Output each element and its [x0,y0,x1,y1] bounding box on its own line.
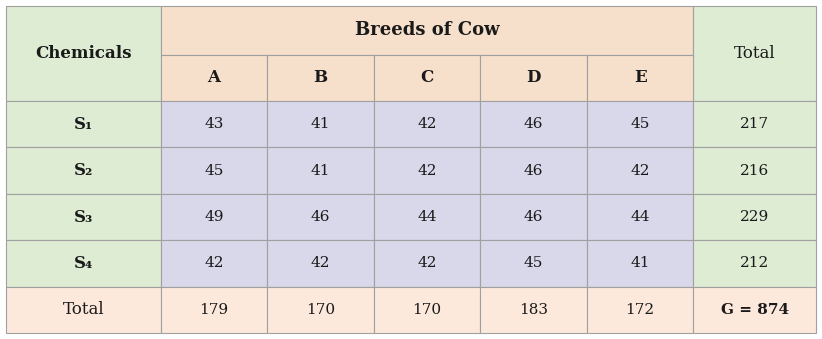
Bar [6,101,160,147]
Text: 45: 45 [630,117,650,131]
Bar [480,55,587,101]
Text: D: D [526,69,541,86]
Text: 212: 212 [740,256,769,271]
Bar [6,240,160,286]
Text: 179: 179 [199,303,229,317]
Bar [374,101,480,147]
Text: 170: 170 [306,303,335,317]
Bar [160,6,694,55]
Bar [267,286,374,333]
Text: A: A [207,69,220,86]
Bar [587,147,694,194]
Bar [480,240,587,286]
Text: G = 874: G = 874 [721,303,789,317]
Bar [6,194,160,240]
Text: 46: 46 [524,117,543,131]
Bar [160,240,267,286]
Bar [6,147,160,194]
Bar [694,101,816,147]
Text: 172: 172 [626,303,654,317]
Text: S₄: S₄ [74,255,93,272]
Bar [480,194,587,240]
Bar [694,240,816,286]
Text: 216: 216 [740,164,769,178]
Text: Chemicals: Chemicals [35,45,132,62]
Text: 44: 44 [418,210,436,224]
Text: 229: 229 [740,210,769,224]
Bar [480,101,587,147]
Text: 41: 41 [630,256,650,271]
Bar [160,55,267,101]
Text: 44: 44 [630,210,650,224]
Bar [267,194,374,240]
Bar [267,55,374,101]
Text: 49: 49 [204,210,224,224]
Text: S₁: S₁ [74,116,93,133]
Bar [694,286,816,333]
Text: 170: 170 [413,303,441,317]
Text: 183: 183 [519,303,548,317]
Bar [694,6,816,101]
Text: 41: 41 [311,117,330,131]
Text: Breeds of Cow: Breeds of Cow [354,21,499,39]
Text: 42: 42 [630,164,650,178]
Text: 217: 217 [740,117,769,131]
Bar [160,194,267,240]
Bar [480,286,587,333]
Text: E: E [634,69,647,86]
Bar [694,147,816,194]
Bar [587,55,694,101]
Bar [160,286,267,333]
Bar [694,194,816,240]
Text: Total: Total [62,301,104,318]
Text: 42: 42 [204,256,224,271]
Bar [374,194,480,240]
Text: 45: 45 [204,164,224,178]
Text: 42: 42 [418,164,436,178]
Bar [160,147,267,194]
Bar [374,286,480,333]
Text: 46: 46 [311,210,330,224]
Text: 42: 42 [418,117,436,131]
Text: 45: 45 [524,256,543,271]
Text: 42: 42 [418,256,436,271]
Bar [587,286,694,333]
Bar [374,55,480,101]
Text: 46: 46 [524,210,543,224]
Bar [160,101,267,147]
Bar [374,240,480,286]
Bar [267,101,374,147]
Text: S₂: S₂ [74,162,93,179]
Bar [6,286,160,333]
Bar [587,240,694,286]
Bar [480,147,587,194]
Text: 43: 43 [204,117,224,131]
Bar [587,101,694,147]
Bar [267,147,374,194]
Text: 41: 41 [311,164,330,178]
Text: C: C [420,69,434,86]
Bar [267,240,374,286]
Text: Total: Total [734,45,775,62]
Text: B: B [313,69,327,86]
Text: 46: 46 [524,164,543,178]
Bar [6,6,160,101]
Bar [587,194,694,240]
Text: S₃: S₃ [74,208,93,225]
Bar [374,147,480,194]
Text: 42: 42 [311,256,330,271]
